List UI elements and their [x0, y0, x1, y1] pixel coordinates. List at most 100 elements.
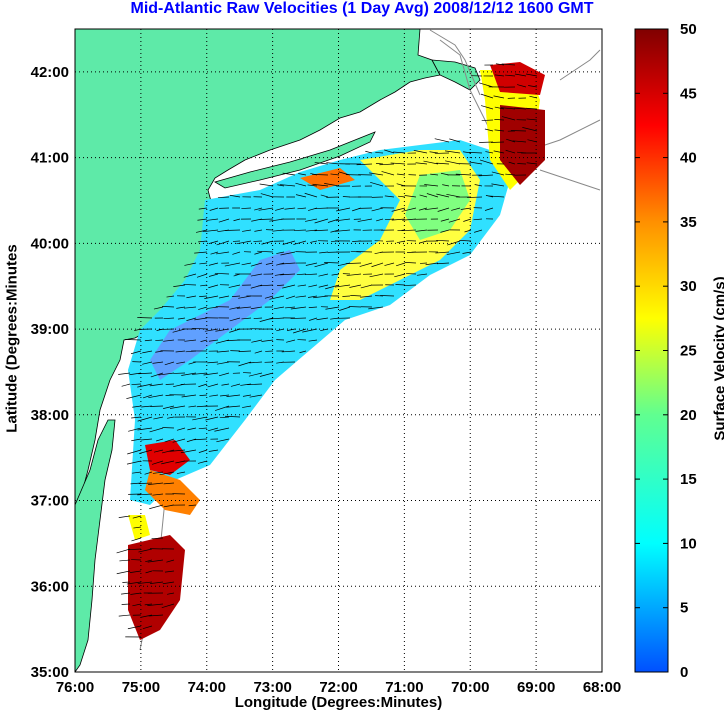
velocity-arrow: [184, 306, 197, 309]
velocity-arrow: [118, 372, 131, 375]
velocity-arrow: [265, 262, 274, 265]
velocity-arrow: [293, 328, 307, 334]
velocity-arrow: [298, 173, 307, 176]
velocity-arrow: [198, 207, 208, 210]
velocity-arrow: [129, 570, 142, 573]
velocity-arrow: [210, 251, 219, 255]
velocity-arrow: [152, 471, 164, 474]
velocity-arrow: [148, 394, 164, 399]
velocity-arrow: [526, 107, 538, 110]
velocity-arrow: [514, 73, 527, 77]
velocity-arrow: [299, 350, 307, 354]
velocity-arrow: [224, 262, 241, 267]
velocity-arrow: [290, 317, 307, 319]
colorbar-tick-label: 45: [680, 85, 697, 102]
velocity-arrow: [202, 229, 219, 233]
velocity-arrow: [446, 193, 461, 198]
velocity-arrow: [403, 284, 417, 286]
velocity-arrow: [207, 427, 219, 432]
velocity-arrow: [250, 273, 263, 277]
x-tick-label: 68:00: [583, 679, 621, 696]
velocity-arrow: [294, 229, 307, 231]
velocity-arrow: [274, 273, 285, 276]
velocity-arrow: [209, 394, 219, 397]
velocity-arrow: [526, 118, 538, 121]
velocity-arrow: [138, 548, 153, 553]
velocity-arrow: [480, 93, 494, 99]
velocity-arrow: [139, 449, 153, 454]
velocity-arrow: [251, 339, 263, 343]
velocity-arrow: [164, 438, 175, 443]
velocity-arrow: [200, 284, 208, 287]
velocity-arrow: [242, 405, 252, 408]
velocity-arrow: [187, 427, 197, 431]
velocity-arrow: [130, 592, 142, 595]
velocity-arrow: [128, 548, 142, 551]
velocity-arrow: [390, 162, 406, 165]
velocity-arrow: [404, 195, 417, 198]
velocity-arrow: [474, 184, 483, 187]
velocity-arrow: [380, 295, 395, 297]
velocity-arrow: [290, 306, 307, 310]
velocity-arrow: [326, 162, 340, 165]
velocity-arrow: [181, 394, 197, 398]
velocity-arrow: [474, 229, 483, 233]
velocity-arrow: [196, 273, 208, 278]
velocity-arrow: [150, 405, 164, 407]
velocity-arrow: [199, 394, 208, 396]
velocity-arrow: [424, 184, 439, 187]
velocity-arrow: [304, 192, 318, 198]
velocity-arrow: [166, 559, 175, 563]
velocity-arrow: [371, 262, 384, 268]
velocity-arrow: [144, 339, 153, 342]
velocity-arrow: [161, 603, 175, 609]
velocity-arrow: [402, 218, 417, 221]
velocity-arrow: [169, 449, 186, 452]
x-axis: 76:00 75:00 74:00 73:00 72:00 71:00 70:00 69:00…: [56, 679, 621, 696]
velocity-arrow: [526, 162, 538, 165]
velocity-arrow: [144, 603, 153, 606]
velocity-arrow: [149, 383, 164, 387]
velocity-arrow: [180, 449, 197, 454]
velocity-arrow: [397, 229, 406, 232]
velocity-arrow: [505, 173, 516, 176]
velocity-arrow: [273, 306, 285, 310]
velocity-arrow: [198, 240, 208, 243]
velocity-arrow: [425, 262, 439, 266]
velocity-arrow: [295, 182, 307, 187]
y-tick-label: 42:00: [31, 64, 69, 81]
velocity-arrow: [280, 251, 296, 256]
velocity-arrow: [416, 273, 428, 276]
velocity-arrow: [469, 161, 483, 165]
y-tick-label: 37:00: [31, 493, 69, 510]
colorbar-tick-label: 25: [680, 343, 697, 360]
velocity-arrow: [149, 581, 164, 584]
velocity-arrow: [229, 328, 241, 333]
velocity-arrow: [419, 240, 428, 244]
velocity-arrow: [161, 460, 175, 465]
velocity-arrow: [462, 251, 472, 254]
velocity-arrow: [232, 251, 241, 255]
velocity-arrow: [148, 482, 164, 485]
velocity-arrow: [484, 128, 494, 132]
velocity-arrow: [167, 592, 175, 595]
velocity-arrow: [197, 460, 208, 464]
velocity-arrow: [137, 383, 153, 388]
velocity-arrow: [195, 229, 208, 233]
velocity-arrow: [359, 262, 373, 267]
velocity-arrow: [375, 152, 384, 154]
velocity-arrow: [318, 284, 329, 288]
velocity-arrow: [141, 405, 153, 408]
velocity-arrow: [203, 372, 219, 376]
velocity-arrow: [423, 160, 439, 165]
velocity-arrow: [193, 438, 208, 441]
velocity-arrow: [194, 251, 208, 254]
velocity-arrow: [198, 306, 208, 310]
velocity-arrow: [205, 416, 219, 421]
velocity-arrow: [238, 350, 252, 353]
delmarva: [75, 419, 116, 672]
velocity-arrow: [444, 150, 461, 154]
velocity-arrow: [314, 218, 329, 224]
velocity-arrow: [296, 273, 307, 276]
velocity-arrow: [158, 372, 175, 376]
